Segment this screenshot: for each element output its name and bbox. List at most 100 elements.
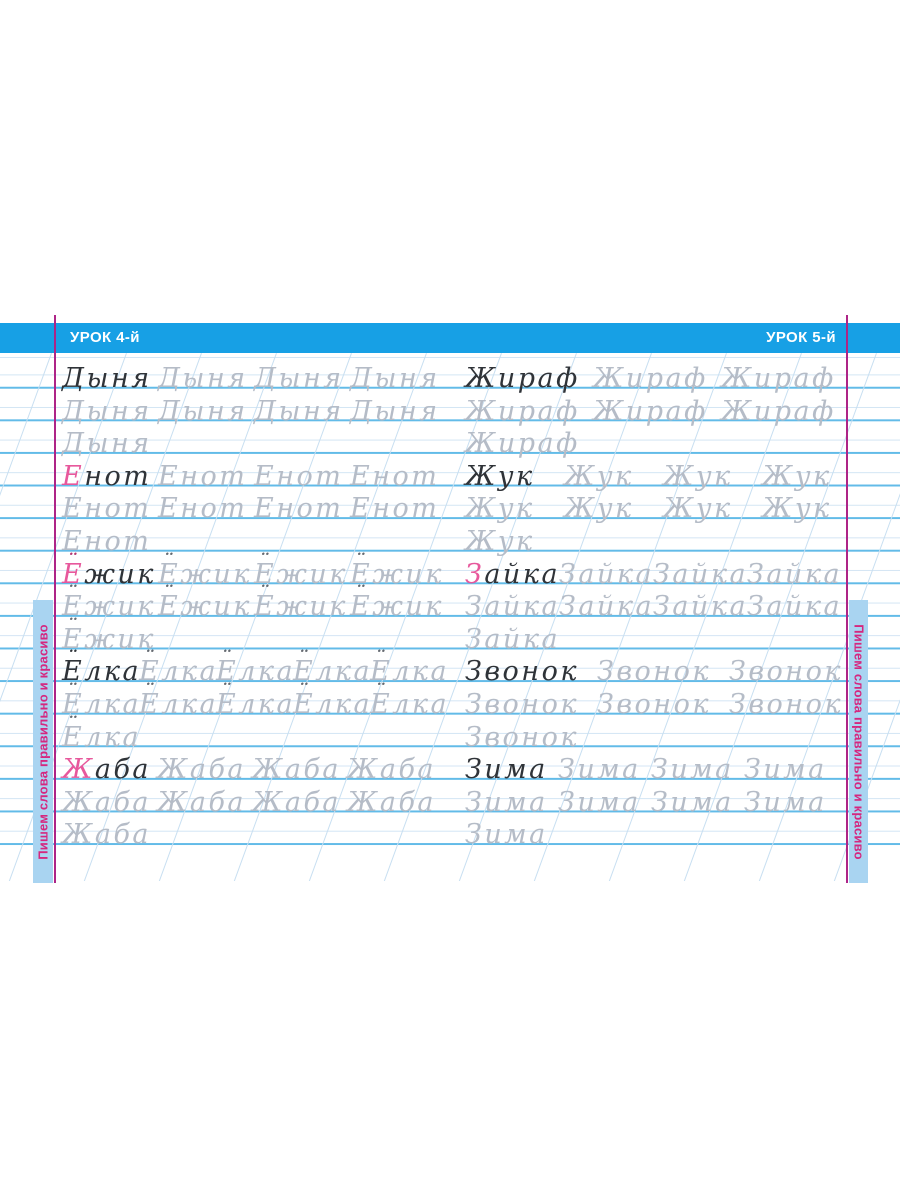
word-initial: З [653, 591, 673, 623]
word-initial: Е [254, 591, 276, 622]
word-rest: лка [315, 656, 373, 688]
writing-row: Енот Енот Енот Енот [62, 492, 446, 526]
word-rest: ыня [86, 428, 152, 460]
word-initial: З [747, 591, 767, 623]
word-initial: Ж [564, 493, 597, 525]
word-initial: Ж [762, 460, 795, 492]
word-initial: Д [158, 395, 183, 427]
word-initial: Е [139, 689, 161, 720]
sidebar-caption-left: Пишем слова правильно и красиво [35, 623, 51, 860]
word-rest: вонок [748, 656, 843, 688]
word-rest: ираф [497, 395, 580, 427]
word-initial: Е [62, 460, 85, 492]
word-initial: Ж [721, 363, 754, 394]
word-rest: нот [180, 460, 248, 492]
word-rest: лка [238, 656, 296, 688]
word-rest: има [484, 786, 548, 818]
writing-row: Жаба [62, 818, 157, 852]
word-rest: нот [84, 460, 152, 492]
trace-word: Жук [663, 492, 762, 526]
word-rest: лка [392, 689, 450, 720]
word-initial: Ж [564, 460, 597, 492]
word-initial: Д [62, 428, 87, 460]
word-initial: Е [254, 493, 277, 525]
sidebar-left: Пишем слова правильно и красиво [33, 600, 53, 883]
word-rest: ук [497, 526, 535, 557]
trace-word: Звонок [597, 655, 729, 689]
word-rest: вонок [616, 689, 711, 720]
word-rest: има [577, 754, 641, 786]
trace-word: Зайка [747, 558, 841, 592]
word-initial: Д [158, 363, 183, 394]
trace-word: Енот [62, 492, 158, 526]
word-initial: Е [158, 493, 181, 525]
trace-word: Жаба [252, 753, 347, 787]
word-rest: вонок [484, 689, 579, 720]
trace-word: Жук [762, 492, 861, 526]
trace-word: Елка [216, 688, 293, 722]
word-rest: жик [84, 558, 156, 590]
word-rest: нот [276, 460, 344, 492]
word-initial: Е [370, 689, 392, 720]
trace-word: Енот [254, 492, 350, 526]
word-rest: лка [84, 721, 142, 753]
word-rest: лка [84, 689, 142, 720]
word-rest: аба [379, 754, 437, 786]
writing-row: Жук Жук Жук Жук [465, 492, 861, 526]
trace-word: Ежик [350, 590, 446, 624]
word-initial: Ж [465, 460, 498, 492]
word-rest: ыня [86, 363, 152, 394]
word-rest: жик [276, 558, 348, 590]
writing-row: Зима [465, 818, 558, 852]
word-initial: Ж [157, 786, 190, 818]
word-rest: аба [189, 754, 247, 786]
word-initial: З [597, 656, 617, 688]
ruling-top-line [0, 357, 900, 358]
word-rest: ираф [753, 395, 836, 427]
trace-word: Енот [158, 460, 254, 494]
word-rest: нот [84, 493, 152, 525]
writing-row: Дыня Дыня Дыня Дыня [62, 362, 446, 396]
trace-word: Зайка [465, 590, 559, 624]
writing-row: Зима Зима Зима Зима [465, 786, 837, 820]
word-initial: Ж [62, 754, 95, 786]
word-rest: айка [484, 558, 561, 590]
trace-word: Зайка [747, 590, 841, 624]
trace-word: Енот [350, 460, 446, 494]
sidebar-caption-right: Пишем слова правильно и красиво [851, 623, 866, 860]
word-rest: нот [276, 493, 344, 525]
trace-word: Жаба [347, 786, 442, 820]
trace-word: Дыня [158, 395, 254, 429]
word-rest: ираф [497, 363, 580, 394]
margin-line-left [54, 315, 56, 883]
word-rest: аба [189, 786, 247, 818]
trace-word: Зима [558, 753, 651, 787]
trace-word: Зайка [653, 558, 747, 592]
word-initial: Е [350, 591, 372, 622]
writing-row: Енот Енот Енот Енот [62, 460, 446, 494]
word-rest: ыня [86, 395, 152, 427]
word-initial: Д [350, 395, 375, 427]
writing-row: Дыня Дыня Дыня Дыня [62, 395, 446, 429]
word-rest: жик [372, 591, 444, 623]
word-initial: З [465, 623, 485, 655]
lesson-header-bar: УРОК 4-й УРОК 5-й [0, 323, 900, 353]
writing-row: Жук Жук Жук Жук [465, 460, 861, 494]
word-rest: жик [180, 591, 252, 623]
word-rest: има [670, 786, 734, 818]
word-rest: ыня [374, 395, 440, 427]
practice-word: Зима [465, 753, 558, 787]
word-rest: нот [180, 493, 248, 525]
practice-word: Звонок [465, 655, 597, 689]
trace-word: Звонок [465, 721, 597, 755]
word-rest: ираф [625, 395, 708, 427]
word-rest: ыня [182, 395, 248, 427]
word-initial: З [744, 754, 764, 786]
word-initial: Е [293, 689, 315, 720]
word-rest: аба [94, 786, 152, 818]
trace-word: Жаба [62, 786, 157, 820]
trace-word: Жук [762, 460, 861, 494]
word-initial: Е [62, 722, 84, 753]
trace-word: Енот [254, 460, 350, 494]
trace-word: Ежик [158, 590, 254, 624]
